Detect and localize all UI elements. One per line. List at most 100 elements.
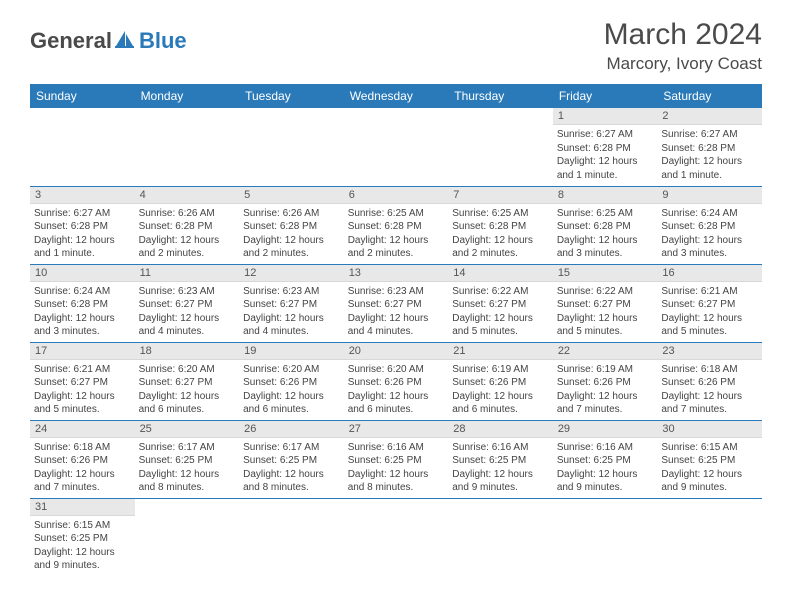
day-info: Sunrise: 6:27 AMSunset: 6:28 PMDaylight:… xyxy=(657,125,762,185)
calendar-cell: 4Sunrise: 6:26 AMSunset: 6:28 PMDaylight… xyxy=(135,186,240,264)
calendar-cell: 7Sunrise: 6:25 AMSunset: 6:28 PMDaylight… xyxy=(448,186,553,264)
day-number: 14 xyxy=(448,265,553,282)
weekday-header: Monday xyxy=(135,84,240,108)
calendar-cell: 3Sunrise: 6:27 AMSunset: 6:28 PMDaylight… xyxy=(30,186,135,264)
calendar-cell xyxy=(135,498,240,576)
calendar-cell: 28Sunrise: 6:16 AMSunset: 6:25 PMDayligh… xyxy=(448,420,553,498)
day-info: Sunrise: 6:25 AMSunset: 6:28 PMDaylight:… xyxy=(344,204,449,264)
logo-text-secondary: Blue xyxy=(139,28,187,54)
calendar-cell: 8Sunrise: 6:25 AMSunset: 6:28 PMDaylight… xyxy=(553,186,658,264)
day-info: Sunrise: 6:24 AMSunset: 6:28 PMDaylight:… xyxy=(30,282,135,342)
calendar-row: 10Sunrise: 6:24 AMSunset: 6:28 PMDayligh… xyxy=(30,264,762,342)
day-number: 22 xyxy=(553,343,658,360)
day-number: 4 xyxy=(135,187,240,204)
day-info: Sunrise: 6:19 AMSunset: 6:26 PMDaylight:… xyxy=(553,360,658,420)
weekday-header: Sunday xyxy=(30,84,135,108)
calendar-cell: 17Sunrise: 6:21 AMSunset: 6:27 PMDayligh… xyxy=(30,342,135,420)
calendar-cell xyxy=(344,108,449,186)
calendar-row: 3Sunrise: 6:27 AMSunset: 6:28 PMDaylight… xyxy=(30,186,762,264)
calendar-cell: 18Sunrise: 6:20 AMSunset: 6:27 PMDayligh… xyxy=(135,342,240,420)
calendar-cell xyxy=(30,108,135,186)
day-number: 9 xyxy=(657,187,762,204)
day-number: 27 xyxy=(344,421,449,438)
day-number: 31 xyxy=(30,499,135,516)
calendar-cell xyxy=(135,108,240,186)
calendar-cell: 1Sunrise: 6:27 AMSunset: 6:28 PMDaylight… xyxy=(553,108,658,186)
day-info: Sunrise: 6:23 AMSunset: 6:27 PMDaylight:… xyxy=(344,282,449,342)
day-info: Sunrise: 6:23 AMSunset: 6:27 PMDaylight:… xyxy=(239,282,344,342)
day-info: Sunrise: 6:27 AMSunset: 6:28 PMDaylight:… xyxy=(30,204,135,264)
day-info: Sunrise: 6:23 AMSunset: 6:27 PMDaylight:… xyxy=(135,282,240,342)
calendar-cell: 5Sunrise: 6:26 AMSunset: 6:28 PMDaylight… xyxy=(239,186,344,264)
calendar-cell xyxy=(448,108,553,186)
day-number: 25 xyxy=(135,421,240,438)
day-info: Sunrise: 6:26 AMSunset: 6:28 PMDaylight:… xyxy=(135,204,240,264)
day-info: Sunrise: 6:17 AMSunset: 6:25 PMDaylight:… xyxy=(239,438,344,498)
calendar-cell xyxy=(448,498,553,576)
calendar-cell: 24Sunrise: 6:18 AMSunset: 6:26 PMDayligh… xyxy=(30,420,135,498)
calendar-cell: 27Sunrise: 6:16 AMSunset: 6:25 PMDayligh… xyxy=(344,420,449,498)
day-info: Sunrise: 6:16 AMSunset: 6:25 PMDaylight:… xyxy=(344,438,449,498)
calendar-table: SundayMondayTuesdayWednesdayThursdayFrid… xyxy=(30,84,762,576)
day-number: 10 xyxy=(30,265,135,282)
day-info: Sunrise: 6:19 AMSunset: 6:26 PMDaylight:… xyxy=(448,360,553,420)
weekday-header: Saturday xyxy=(657,84,762,108)
calendar-cell xyxy=(239,108,344,186)
calendar-row: 31Sunrise: 6:15 AMSunset: 6:25 PMDayligh… xyxy=(30,498,762,576)
day-number: 30 xyxy=(657,421,762,438)
calendar-cell: 22Sunrise: 6:19 AMSunset: 6:26 PMDayligh… xyxy=(553,342,658,420)
day-info: Sunrise: 6:21 AMSunset: 6:27 PMDaylight:… xyxy=(657,282,762,342)
day-number: 20 xyxy=(344,343,449,360)
day-number: 26 xyxy=(239,421,344,438)
calendar-cell xyxy=(553,498,658,576)
calendar-cell: 6Sunrise: 6:25 AMSunset: 6:28 PMDaylight… xyxy=(344,186,449,264)
calendar-cell xyxy=(344,498,449,576)
day-number: 17 xyxy=(30,343,135,360)
calendar-cell: 12Sunrise: 6:23 AMSunset: 6:27 PMDayligh… xyxy=(239,264,344,342)
day-info: Sunrise: 6:22 AMSunset: 6:27 PMDaylight:… xyxy=(553,282,658,342)
calendar-cell: 9Sunrise: 6:24 AMSunset: 6:28 PMDaylight… xyxy=(657,186,762,264)
calendar-cell: 30Sunrise: 6:15 AMSunset: 6:25 PMDayligh… xyxy=(657,420,762,498)
day-number: 29 xyxy=(553,421,658,438)
calendar-cell: 21Sunrise: 6:19 AMSunset: 6:26 PMDayligh… xyxy=(448,342,553,420)
calendar-row: 1Sunrise: 6:27 AMSunset: 6:28 PMDaylight… xyxy=(30,108,762,186)
logo: General Blue xyxy=(30,28,187,54)
calendar-row: 24Sunrise: 6:18 AMSunset: 6:26 PMDayligh… xyxy=(30,420,762,498)
day-info: Sunrise: 6:15 AMSunset: 6:25 PMDaylight:… xyxy=(657,438,762,498)
day-info: Sunrise: 6:20 AMSunset: 6:26 PMDaylight:… xyxy=(239,360,344,420)
calendar-cell xyxy=(239,498,344,576)
calendar-cell: 10Sunrise: 6:24 AMSunset: 6:28 PMDayligh… xyxy=(30,264,135,342)
day-info: Sunrise: 6:22 AMSunset: 6:27 PMDaylight:… xyxy=(448,282,553,342)
calendar-cell: 16Sunrise: 6:21 AMSunset: 6:27 PMDayligh… xyxy=(657,264,762,342)
day-number: 24 xyxy=(30,421,135,438)
day-info: Sunrise: 6:18 AMSunset: 6:26 PMDaylight:… xyxy=(657,360,762,420)
calendar-cell: 26Sunrise: 6:17 AMSunset: 6:25 PMDayligh… xyxy=(239,420,344,498)
calendar-cell: 25Sunrise: 6:17 AMSunset: 6:25 PMDayligh… xyxy=(135,420,240,498)
day-number: 6 xyxy=(344,187,449,204)
calendar-cell: 20Sunrise: 6:20 AMSunset: 6:26 PMDayligh… xyxy=(344,342,449,420)
day-info: Sunrise: 6:15 AMSunset: 6:25 PMDaylight:… xyxy=(30,516,135,576)
calendar-cell: 19Sunrise: 6:20 AMSunset: 6:26 PMDayligh… xyxy=(239,342,344,420)
sail-icon xyxy=(114,29,136,54)
day-info: Sunrise: 6:21 AMSunset: 6:27 PMDaylight:… xyxy=(30,360,135,420)
day-number: 5 xyxy=(239,187,344,204)
title-block: March 2024 Marcory, Ivory Coast xyxy=(604,18,762,74)
day-number: 13 xyxy=(344,265,449,282)
day-info: Sunrise: 6:26 AMSunset: 6:28 PMDaylight:… xyxy=(239,204,344,264)
day-number: 1 xyxy=(553,108,658,125)
weekday-header: Tuesday xyxy=(239,84,344,108)
weekday-header: Thursday xyxy=(448,84,553,108)
day-info: Sunrise: 6:27 AMSunset: 6:28 PMDaylight:… xyxy=(553,125,658,185)
day-number: 16 xyxy=(657,265,762,282)
calendar-cell: 13Sunrise: 6:23 AMSunset: 6:27 PMDayligh… xyxy=(344,264,449,342)
calendar-cell: 29Sunrise: 6:16 AMSunset: 6:25 PMDayligh… xyxy=(553,420,658,498)
calendar-cell: 23Sunrise: 6:18 AMSunset: 6:26 PMDayligh… xyxy=(657,342,762,420)
day-number: 21 xyxy=(448,343,553,360)
day-number: 3 xyxy=(30,187,135,204)
calendar-row: 17Sunrise: 6:21 AMSunset: 6:27 PMDayligh… xyxy=(30,342,762,420)
weekday-header: Friday xyxy=(553,84,658,108)
day-info: Sunrise: 6:17 AMSunset: 6:25 PMDaylight:… xyxy=(135,438,240,498)
day-number: 8 xyxy=(553,187,658,204)
day-number: 18 xyxy=(135,343,240,360)
page-title: March 2024 xyxy=(604,18,762,52)
